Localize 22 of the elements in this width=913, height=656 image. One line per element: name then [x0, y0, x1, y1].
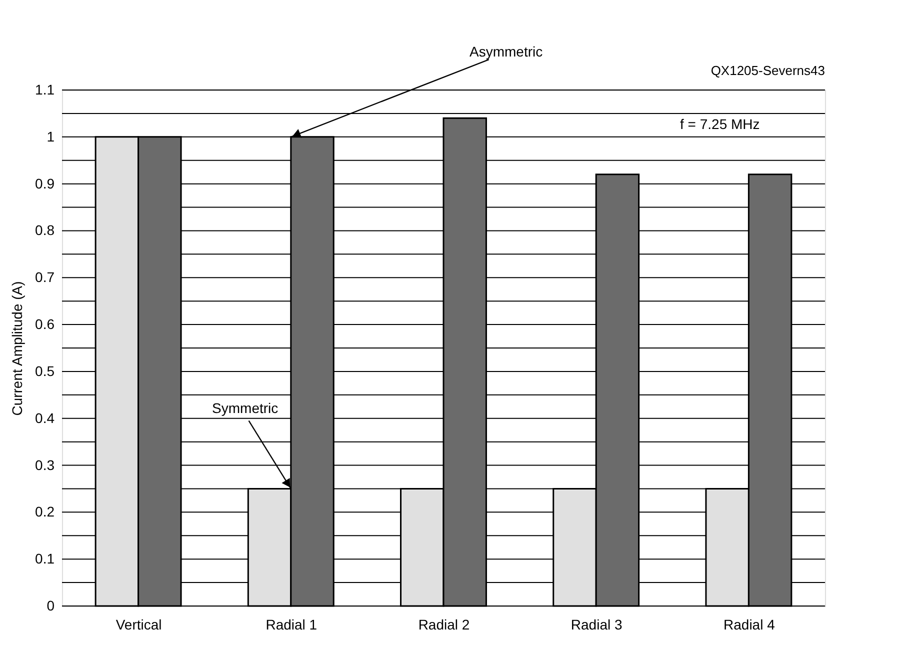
y-tick-label: 0.8 [35, 222, 55, 238]
y-tick-label: 0 [46, 598, 55, 614]
y-tick-label: 0.4 [35, 410, 55, 426]
y-tick-label: 0.2 [35, 504, 55, 520]
x-tick-label: Radial 1 [266, 616, 318, 632]
y-tick-label: 0.7 [35, 269, 55, 286]
y-tick-label: 0.1 [35, 550, 55, 567]
x-tick-label: Vertical [116, 616, 162, 632]
annotation: Asymmetric [470, 43, 543, 60]
y-tick-label: 0.6 [35, 316, 55, 332]
x-tick-label: Radial 2 [418, 616, 470, 632]
annotation: Symmetric [212, 400, 278, 416]
text: QX1205-Severns43 [710, 63, 825, 78]
x-tick-label: Radial 4 [724, 616, 776, 632]
y-axis-title: Current Amplitude (A) [9, 281, 26, 416]
y-tick-label: 0.5 [35, 362, 55, 379]
y-tick-label: 1.1 [35, 82, 55, 98]
y-tick-label: 0.9 [35, 175, 55, 192]
y-tick-label: 1 [46, 128, 55, 144]
annotation: f = 7.25 MHz [680, 116, 760, 132]
x-tick-label: Radial 3 [570, 616, 622, 632]
y-tick-label: 0.3 [35, 456, 55, 473]
